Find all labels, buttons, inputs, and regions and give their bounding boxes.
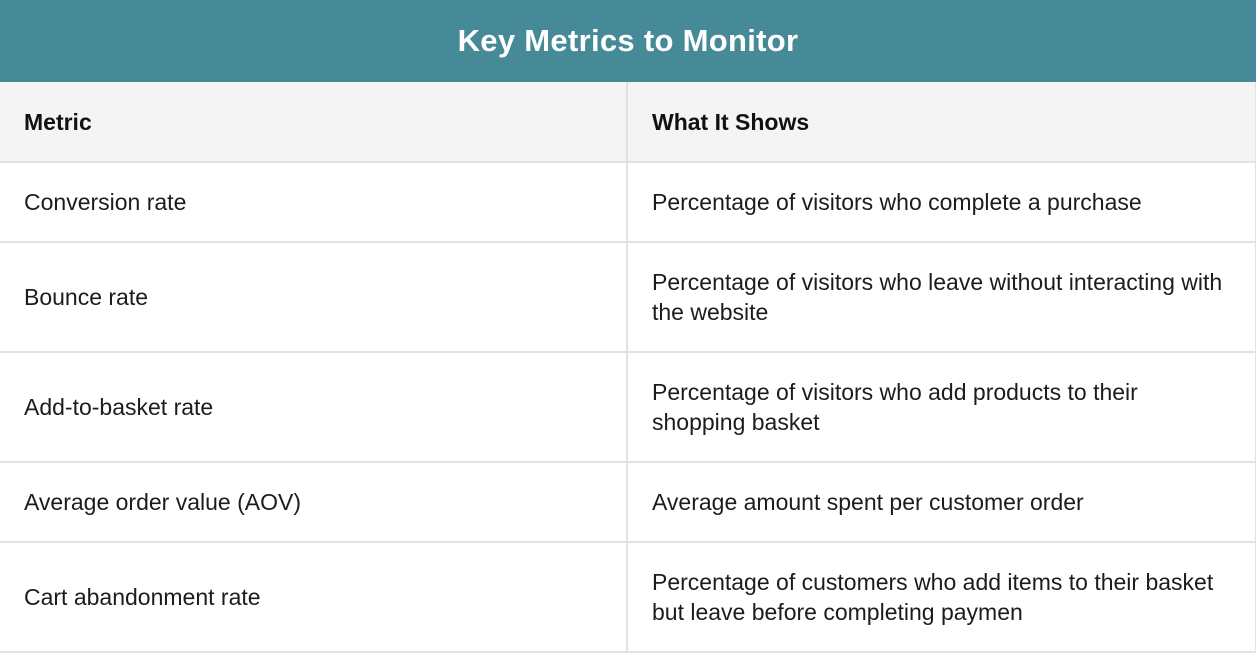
table-row: Conversion rate Percentage of visitors w… bbox=[0, 162, 1256, 243]
metrics-table: Metric What It Shows Conversion rate Per… bbox=[0, 82, 1256, 653]
table-header-row: Metric What It Shows bbox=[0, 82, 1256, 163]
column-header-metric: Metric bbox=[0, 82, 628, 163]
table-row: Average order value (AOV) Average amount… bbox=[0, 462, 1256, 543]
description-cell: Percentage of customers who add items to… bbox=[627, 542, 1256, 653]
description-cell: Percentage of visitors who complete a pu… bbox=[627, 162, 1256, 243]
metric-cell: Bounce rate bbox=[0, 242, 628, 353]
metric-cell: Conversion rate bbox=[0, 162, 628, 243]
page-title: Key Metrics to Monitor bbox=[457, 23, 799, 58]
table-row: Cart abandonment rate Percentage of cust… bbox=[0, 542, 1256, 653]
title-bar: Key Metrics to Monitor bbox=[0, 0, 1256, 82]
metric-cell: Add-to-basket rate bbox=[0, 352, 628, 463]
table-row: Add-to-basket rate Percentage of visitor… bbox=[0, 352, 1256, 463]
column-header-what-it-shows: What It Shows bbox=[627, 82, 1256, 163]
metric-cell: Average order value (AOV) bbox=[0, 462, 628, 543]
description-cell: Percentage of visitors who leave without… bbox=[627, 242, 1256, 353]
metric-cell: Cart abandonment rate bbox=[0, 542, 628, 653]
description-cell: Percentage of visitors who add products … bbox=[627, 352, 1256, 463]
table-row: Bounce rate Percentage of visitors who l… bbox=[0, 242, 1256, 353]
description-cell: Average amount spent per customer order bbox=[627, 462, 1256, 543]
